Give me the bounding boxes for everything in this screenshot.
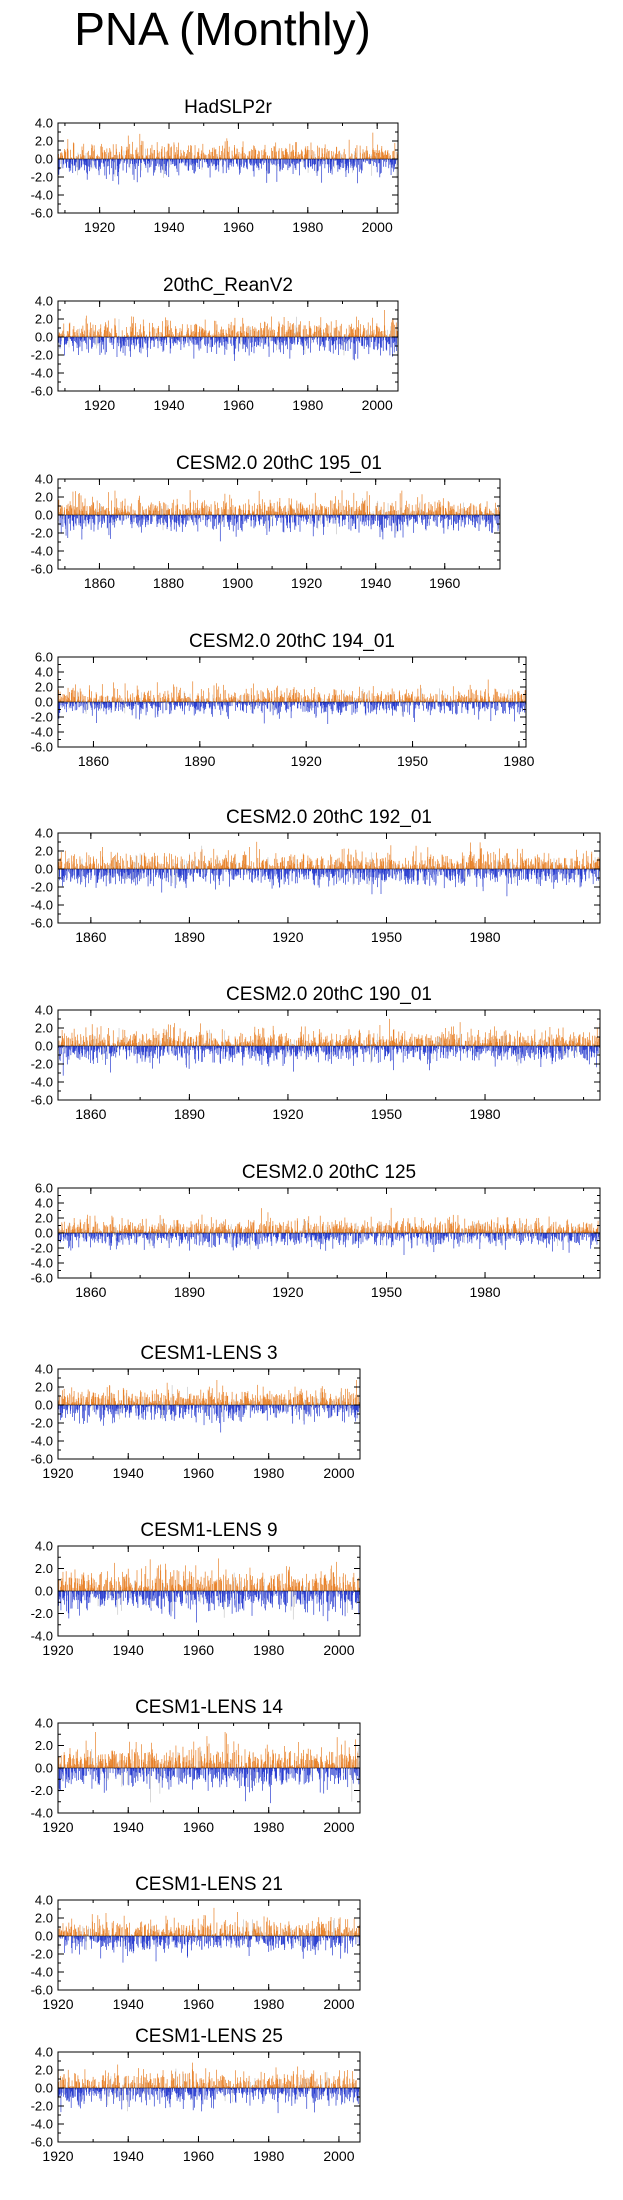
chart-plot: 4.0 2.0 0.0 -2.0 -4.0 -6.0 1920 1940 1960 1980 200… xyxy=(0,269,418,421)
y-tick-label: -2.0 xyxy=(31,526,53,541)
y-tick-label: -2.0 xyxy=(31,348,53,363)
bars-group xyxy=(58,490,500,541)
plot-frame xyxy=(58,301,398,391)
y-tick-label: 0.0 xyxy=(35,508,53,523)
y-tick-label: -4.0 xyxy=(31,544,53,559)
bars-group xyxy=(58,310,398,361)
x-tick-label: 2000 xyxy=(362,397,393,413)
x-tick-label: 1980 xyxy=(292,397,323,413)
x-tick-label: 1920 xyxy=(84,219,115,235)
y-tick-label: -4.0 xyxy=(31,188,53,203)
x-tick-label: 1860 xyxy=(84,575,115,591)
x-tick-label: 1960 xyxy=(223,397,254,413)
x-tick-label: 1940 xyxy=(360,575,391,591)
x-tick-label: 1900 xyxy=(222,575,253,591)
y-tick-label: 4.0 xyxy=(35,294,53,309)
plot-frame xyxy=(58,479,500,569)
x-tick-label: 1960 xyxy=(223,219,254,235)
y-tick-label: -6.0 xyxy=(31,384,53,399)
y-tick-label: 2.0 xyxy=(35,490,53,505)
y-tick-label: -6.0 xyxy=(31,206,53,221)
y-tick-label: 4.0 xyxy=(35,116,53,131)
chart-plot: 4.0 2.0 0.0 -2.0 -4.0 -6.0 1920 1940 1960 1980 200… xyxy=(0,91,418,243)
x-tick-label: 1880 xyxy=(153,575,184,591)
y-tick-label: -6.0 xyxy=(31,562,53,577)
bars-group xyxy=(58,133,398,185)
y-tick-label: -4.0 xyxy=(31,366,53,381)
page-title: PNA (Monthly) xyxy=(0,0,445,58)
chart-plot: 4.0 2.0 0.0 -2.0 -4.0 -6.0 1860 1880 1900 1920 194… xyxy=(0,447,520,599)
x-tick-label: 1940 xyxy=(153,219,184,235)
x-tick-label: 1920 xyxy=(84,397,115,413)
x-tick-label: 1960 xyxy=(429,575,460,591)
y-tick-label: 2.0 xyxy=(35,312,53,327)
y-tick-label: 0.0 xyxy=(35,330,53,345)
x-tick-label: 1920 xyxy=(291,575,322,591)
y-tick-label: -2.0 xyxy=(31,170,53,185)
x-tick-label: 1940 xyxy=(153,397,184,413)
x-tick-label: 2000 xyxy=(362,219,393,235)
y-tick-label: 2.0 xyxy=(35,134,53,149)
x-tick-label: 1980 xyxy=(292,219,323,235)
y-tick-label: 0.0 xyxy=(35,152,53,167)
y-tick-label: 4.0 xyxy=(35,472,53,487)
